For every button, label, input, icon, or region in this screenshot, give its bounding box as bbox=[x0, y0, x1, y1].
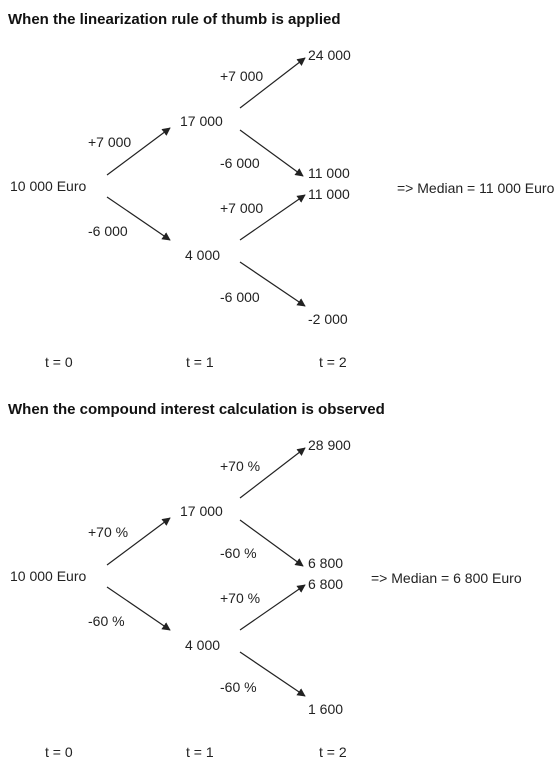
edge-label-root-up: +70 % bbox=[88, 524, 128, 540]
edge-label-up-up: +70 % bbox=[220, 458, 260, 474]
time-label-t2: t = 2 bbox=[319, 744, 347, 760]
tree-compound-interest: When the compound interest calculation i… bbox=[8, 401, 522, 760]
edge-root-down bbox=[106, 196, 171, 241]
edge-down-down bbox=[239, 651, 306, 697]
tree-heading: When the compound interest calculation i… bbox=[8, 401, 385, 418]
node-up: 17 000 bbox=[180, 113, 223, 129]
node-up: 17 000 bbox=[180, 503, 223, 519]
edge-label-down-down: -60 % bbox=[220, 679, 257, 695]
node-down-up: 6 800 bbox=[308, 576, 343, 592]
edge-root-down bbox=[106, 586, 171, 631]
median-label: => Median = 11 000 Euro bbox=[397, 180, 555, 196]
node-root: 10 000 Euro bbox=[10, 568, 86, 584]
node-down: 4 000 bbox=[185, 637, 220, 653]
node-down-down: 1 600 bbox=[308, 701, 343, 717]
edge-up-down bbox=[239, 129, 304, 177]
time-label-t0: t = 0 bbox=[45, 354, 73, 370]
time-label-t1: t = 1 bbox=[186, 744, 214, 760]
edge-root-up bbox=[106, 127, 171, 176]
edge-label-root-down: -60 % bbox=[88, 613, 125, 629]
edge-label-up-down: -60 % bbox=[220, 545, 257, 561]
node-up-down: 6 800 bbox=[308, 555, 343, 571]
tree-heading: When the linearization rule of thumb is … bbox=[8, 11, 341, 28]
edge-up-down bbox=[239, 519, 304, 567]
edge-up-up bbox=[239, 447, 306, 499]
node-down: 4 000 bbox=[185, 247, 220, 263]
edge-down-up bbox=[239, 194, 306, 241]
node-up-up: 24 000 bbox=[308, 47, 351, 63]
edge-down-down bbox=[239, 261, 306, 307]
edge-label-root-down: -6 000 bbox=[88, 223, 128, 239]
edge-label-down-up: +7 000 bbox=[220, 200, 263, 216]
median-label: => Median = 6 800 Euro bbox=[371, 570, 522, 586]
tree-linearization: When the linearization rule of thumb is … bbox=[8, 11, 555, 370]
edge-label-up-up: +7 000 bbox=[220, 68, 263, 84]
edge-label-root-up: +7 000 bbox=[88, 134, 131, 150]
node-down-down: -2 000 bbox=[308, 311, 348, 327]
edge-label-up-down: -6 000 bbox=[220, 155, 260, 171]
node-up-down: 11 000 bbox=[308, 165, 350, 181]
time-label-t0: t = 0 bbox=[45, 744, 73, 760]
edge-root-up bbox=[106, 517, 171, 566]
node-up-up: 28 900 bbox=[308, 437, 351, 453]
node-down-up: 11 000 bbox=[308, 186, 350, 202]
edge-down-up bbox=[239, 584, 306, 631]
edge-label-down-down: -6 000 bbox=[220, 289, 260, 305]
node-root: 10 000 Euro bbox=[10, 178, 86, 194]
time-label-t1: t = 1 bbox=[186, 354, 214, 370]
edge-label-down-up: +70 % bbox=[220, 590, 260, 606]
time-label-t2: t = 2 bbox=[319, 354, 347, 370]
edge-up-up bbox=[239, 57, 306, 109]
